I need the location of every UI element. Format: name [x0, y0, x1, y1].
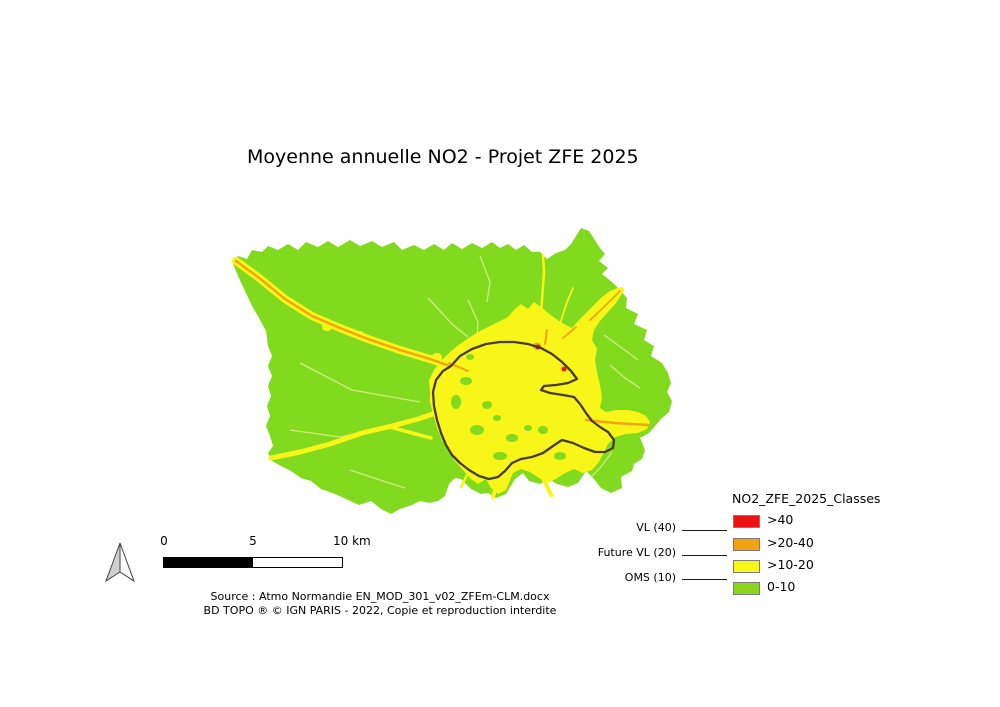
annotation-vl40: VL (40) [636, 521, 676, 534]
legend-swatch-0-10 [733, 582, 760, 595]
legend-title: NO2_ZFE_2025_Classes [732, 491, 881, 506]
page-title: Moyenne annuelle NO2 - Projet ZFE 2025 [247, 146, 639, 168]
annotation-future-vl20-leader-line [682, 555, 727, 556]
source-line-2: BD TOPO ® © IGN PARIS - 2022, Copie et r… [203, 603, 557, 617]
legend-label-10-20: >10-20 [767, 557, 814, 572]
scalebar-tick-0: 0 [160, 534, 168, 548]
scalebar-bar [163, 557, 343, 568]
motorway-orange-nw [234, 259, 452, 368]
road-nne [559, 287, 574, 325]
scalebar-tick-10km: 10 km [333, 534, 371, 548]
scalebar-tick-5: 5 [249, 534, 257, 548]
annotation-oms10: OMS (10) [624, 571, 676, 584]
annotation-future-vl20: Future VL (20) [597, 546, 676, 559]
road-west [268, 411, 436, 461]
scalebar-filled-segment [164, 558, 253, 567]
legend-swatch-gt40 [733, 515, 760, 528]
annotation-vl40-leader-line [682, 530, 727, 531]
road-orange-east [584, 418, 650, 427]
legend-label-20-40: >20-40 [767, 535, 814, 550]
zfe-boundary-line [431, 340, 616, 481]
legend-label-0-10: 0-10 [767, 579, 796, 594]
north-arrow-icon [105, 542, 135, 583]
road-orange-ne [589, 290, 621, 321]
road-west-spur [388, 425, 433, 440]
legend-swatch-20-40 [733, 538, 760, 551]
legend-swatch-10-20 [733, 560, 760, 573]
legend-label-gt40: >40 [767, 512, 794, 527]
source-note: Source : Atmo Normandie EN_MOD_301_v02_Z… [180, 590, 580, 617]
source-line-1: Source : Atmo Normandie EN_MOD_301_v02_Z… [210, 590, 550, 603]
urban-yellow-region [429, 288, 650, 494]
annotation-oms10-leader-line [682, 579, 727, 580]
minor-road-lines [289, 255, 641, 489]
green-pockets [451, 354, 566, 460]
